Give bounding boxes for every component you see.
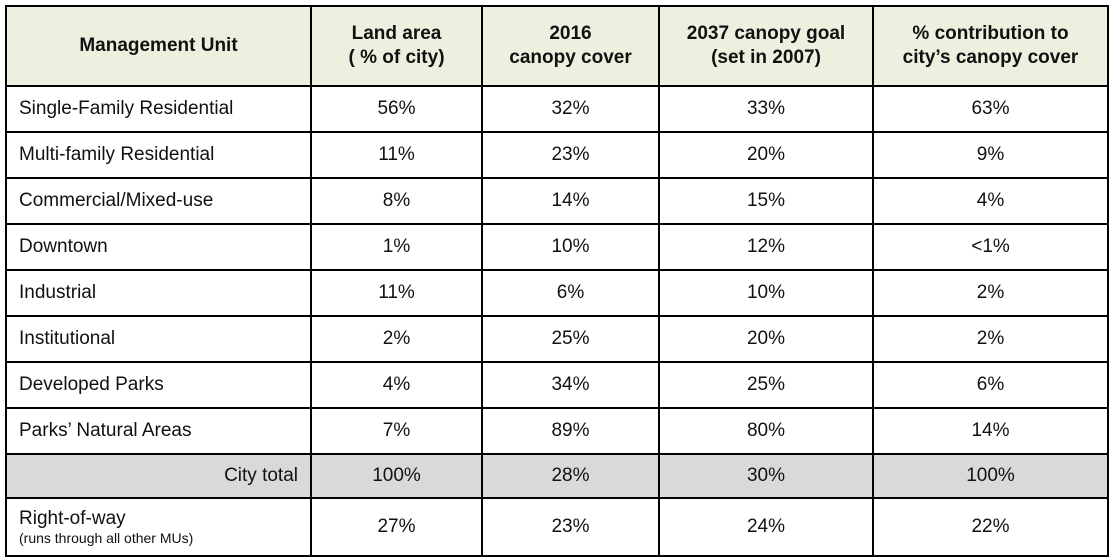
contribution-cell: <1%: [872, 223, 1109, 271]
right-of-way-label: Right-of-way: [19, 508, 126, 529]
goal-cell: 12%: [658, 223, 874, 271]
land-cell: 11%: [310, 269, 483, 317]
unit-cell: Parks’ Natural Areas: [5, 407, 312, 455]
goal-cell: 25%: [658, 361, 874, 409]
header-2016-canopy: 2016 canopy cover: [481, 5, 660, 87]
unit-cell: Multi-family Residential: [5, 131, 312, 179]
canopy-table: Management Unit Land area ( % of city) 2…: [5, 5, 1109, 557]
header-line: % contribution to: [912, 23, 1069, 44]
land-cell: 2%: [310, 315, 483, 363]
header-contribution: % contribution to city’s canopy cover: [872, 5, 1109, 87]
cover-cell: 32%: [481, 85, 660, 133]
header-line: (set in 2007): [711, 47, 821, 68]
cover-cell: 34%: [481, 361, 660, 409]
table-row: Institutional 2% 25% 20% 2%: [5, 315, 1109, 363]
land-cell: 11%: [310, 131, 483, 179]
contribution-cell: 6%: [872, 361, 1109, 409]
unit-cell: Industrial: [5, 269, 312, 317]
cover-cell: 25%: [481, 315, 660, 363]
header-row: Management Unit Land area ( % of city) 2…: [5, 5, 1109, 87]
goal-cell: 33%: [658, 85, 874, 133]
contribution-cell: 22%: [872, 497, 1109, 557]
city-total-row: City total 100% 28% 30% 100%: [5, 453, 1109, 499]
total-goal-cell: 30%: [658, 453, 874, 499]
table-row: Single-Family Residential 56% 32% 33% 63…: [5, 85, 1109, 133]
goal-cell: 15%: [658, 177, 874, 225]
unit-cell: Downtown: [5, 223, 312, 271]
unit-cell: Institutional: [5, 315, 312, 363]
table-row: Downtown 1% 10% 12% <1%: [5, 223, 1109, 271]
cover-cell: 10%: [481, 223, 660, 271]
cover-cell: 89%: [481, 407, 660, 455]
unit-cell: Single-Family Residential: [5, 85, 312, 133]
goal-cell: 20%: [658, 315, 874, 363]
header-2037-goal: 2037 canopy goal (set in 2007): [658, 5, 874, 87]
total-land-cell: 100%: [310, 453, 483, 499]
header-line: Land area: [351, 23, 442, 44]
table-row: Developed Parks 4% 34% 25% 6%: [5, 361, 1109, 409]
total-contribution-cell: 100%: [872, 453, 1109, 499]
goal-cell: 24%: [658, 497, 874, 557]
header-line: 2037 canopy goal: [686, 23, 846, 44]
header-line: city’s canopy cover: [902, 47, 1079, 68]
cover-cell: 14%: [481, 177, 660, 225]
right-of-way-row: Right-of-way (runs through all other MUs…: [5, 497, 1109, 557]
cover-cell: 23%: [481, 497, 660, 557]
contribution-cell: 2%: [872, 269, 1109, 317]
unit-cell: Developed Parks: [5, 361, 312, 409]
goal-cell: 80%: [658, 407, 874, 455]
contribution-cell: 4%: [872, 177, 1109, 225]
header-line: 2016: [549, 23, 592, 44]
cover-cell: 6%: [481, 269, 660, 317]
goal-cell: 20%: [658, 131, 874, 179]
land-cell: 8%: [310, 177, 483, 225]
land-cell: 27%: [310, 497, 483, 557]
table-row: Commercial/Mixed-use 8% 14% 15% 4%: [5, 177, 1109, 225]
contribution-cell: 9%: [872, 131, 1109, 179]
table-row: Industrial 11% 6% 10% 2%: [5, 269, 1109, 317]
cover-cell: 23%: [481, 131, 660, 179]
contribution-cell: 2%: [872, 315, 1109, 363]
land-cell: 7%: [310, 407, 483, 455]
total-label-cell: City total: [5, 453, 312, 499]
header-line: canopy cover: [509, 47, 632, 68]
unit-cell: Commercial/Mixed-use: [5, 177, 312, 225]
table-row: Parks’ Natural Areas 7% 89% 80% 14%: [5, 407, 1109, 455]
contribution-cell: 63%: [872, 85, 1109, 133]
right-of-way-note: (runs through all other MUs): [19, 530, 194, 546]
header-land-area: Land area ( % of city): [310, 5, 483, 87]
total-cover-cell: 28%: [481, 453, 660, 499]
goal-cell: 10%: [658, 269, 874, 317]
header-management-unit: Management Unit: [5, 5, 312, 87]
land-cell: 4%: [310, 361, 483, 409]
contribution-cell: 14%: [872, 407, 1109, 455]
table-row: Multi-family Residential 11% 23% 20% 9%: [5, 131, 1109, 179]
header-line: Management Unit: [79, 35, 238, 56]
land-cell: 56%: [310, 85, 483, 133]
right-of-way-label-cell: Right-of-way (runs through all other MUs…: [5, 497, 312, 557]
header-line: ( % of city): [348, 47, 445, 68]
land-cell: 1%: [310, 223, 483, 271]
